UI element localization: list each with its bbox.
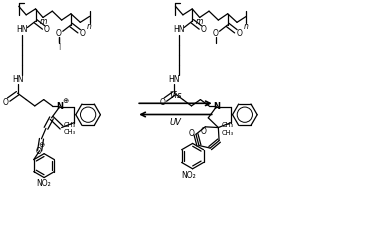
Text: O: O bbox=[237, 29, 242, 38]
Text: HN: HN bbox=[169, 75, 180, 84]
Text: CH₃: CH₃ bbox=[222, 122, 234, 128]
Text: O: O bbox=[3, 98, 9, 107]
Text: O: O bbox=[201, 25, 206, 34]
Text: HN: HN bbox=[12, 75, 23, 84]
Text: n: n bbox=[87, 22, 92, 31]
Text: CH₃: CH₃ bbox=[64, 122, 76, 128]
Text: N: N bbox=[56, 102, 63, 111]
Text: HN: HN bbox=[173, 25, 185, 34]
Text: m: m bbox=[196, 17, 203, 27]
Text: O: O bbox=[159, 98, 166, 107]
Text: |: | bbox=[58, 43, 60, 50]
Text: O: O bbox=[80, 29, 86, 38]
Text: O: O bbox=[36, 147, 42, 155]
Text: UV: UV bbox=[170, 118, 181, 127]
Text: O: O bbox=[213, 29, 219, 38]
Text: ⊕: ⊕ bbox=[63, 98, 69, 104]
Text: N: N bbox=[213, 102, 220, 111]
Text: NO₂: NO₂ bbox=[181, 171, 196, 180]
Text: m: m bbox=[39, 17, 47, 27]
Text: CH₃: CH₃ bbox=[64, 129, 76, 135]
Text: HN: HN bbox=[17, 25, 28, 34]
Text: O: O bbox=[44, 25, 50, 34]
Text: O: O bbox=[188, 129, 195, 138]
Text: CH₃: CH₃ bbox=[222, 130, 234, 136]
Text: O: O bbox=[201, 127, 207, 136]
Text: n: n bbox=[244, 22, 249, 31]
Text: ⊖: ⊖ bbox=[38, 142, 44, 148]
Text: NO₂: NO₂ bbox=[37, 179, 52, 188]
Text: Vis: Vis bbox=[169, 91, 182, 100]
Text: O: O bbox=[56, 29, 62, 38]
